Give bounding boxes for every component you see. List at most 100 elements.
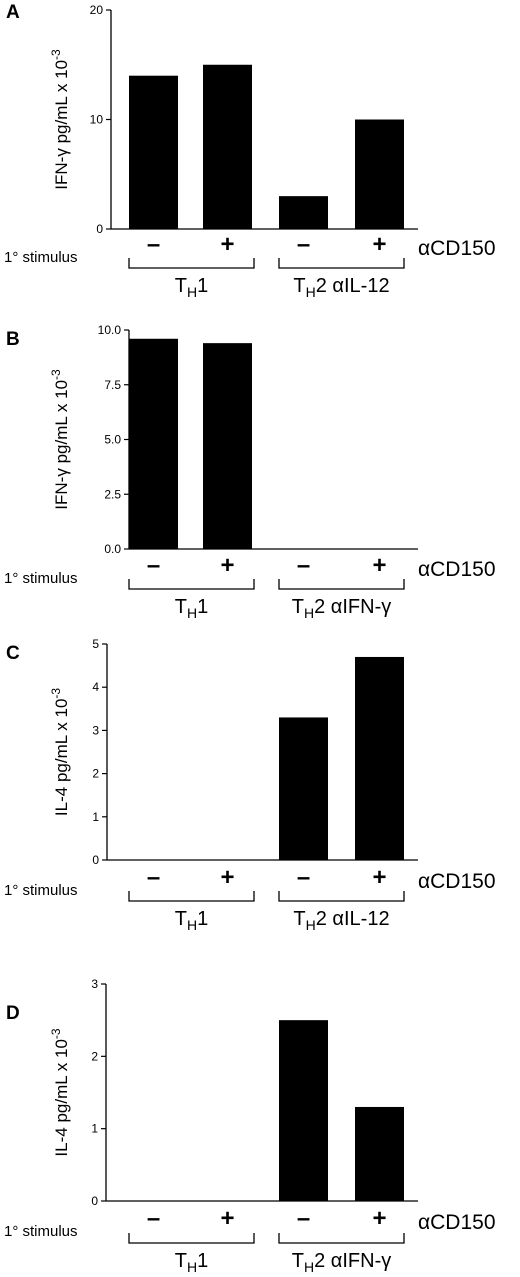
- group-bracket: [128, 579, 255, 590]
- stimulus-sign: –: [297, 552, 310, 579]
- y-tick-label: 4: [92, 680, 99, 694]
- y-tick-label: 0: [92, 853, 99, 867]
- group-label-main: T: [292, 596, 304, 618]
- panel-D: D 0 1 2 3 IL-4 pg/mL x 10-3 – + – + αCD150 1° stimu…: [4, 977, 496, 1275]
- stimulus-sign: –: [147, 1205, 160, 1232]
- group-label-rest: 1: [197, 1250, 208, 1272]
- group-bracket: [128, 258, 255, 269]
- bar: [355, 656, 404, 860]
- treatment-label: αCD150: [418, 237, 496, 260]
- group-label: TH2 αIL-12: [293, 908, 389, 933]
- stimulus-sign: +: [372, 231, 386, 258]
- stimulus-label: 1° stimulus: [4, 570, 78, 587]
- group-bracket: [278, 1233, 405, 1244]
- stimulus-sign: +: [372, 552, 386, 579]
- panel-B: B 0.0 2.5 5.0 7.5 10.0 IFN-γ pg/mL x 10-3 – + – + α…: [4, 323, 496, 621]
- stimulus-label: 1° stimulus: [4, 249, 78, 266]
- y-tick-label: 2.5: [104, 487, 121, 501]
- group-label-main: T: [175, 275, 187, 297]
- group-label-subscript: H: [306, 917, 316, 933]
- bar: [355, 1106, 404, 1201]
- group-label-rest: 1: [197, 596, 208, 618]
- group-label: TH2 αIFN-γ: [292, 1250, 391, 1275]
- y-tick-label: 0: [96, 222, 103, 236]
- group-label-subscript: H: [304, 605, 314, 621]
- y-tick-label: 3: [92, 723, 99, 737]
- group-label-rest: 2 αIL-12: [316, 908, 390, 930]
- stimulus-sign: +: [372, 864, 386, 891]
- group-label-rest: 1: [197, 275, 208, 297]
- group-label: TH1: [175, 908, 208, 933]
- group-label: TH1: [175, 1250, 208, 1275]
- group-label-main: T: [292, 1250, 304, 1272]
- stimulus-label: 1° stimulus: [4, 882, 78, 899]
- group-label-subscript: H: [304, 1259, 314, 1275]
- bar: [129, 75, 178, 229]
- group-label-subscript: H: [187, 284, 197, 300]
- y-axis-label-exponent: -3: [49, 688, 63, 699]
- stimulus-sign: –: [147, 231, 160, 258]
- panel-letter: C: [6, 643, 20, 664]
- stimulus-sign: –: [297, 864, 310, 891]
- group-bracket: [278, 891, 405, 902]
- group-label-rest: 2 αIFN-γ: [314, 1250, 391, 1272]
- bar: [279, 717, 328, 860]
- y-axis-label-exponent: -3: [49, 1028, 63, 1039]
- y-axis-label: IFN-γ pg/mL x 10-3: [49, 369, 71, 510]
- group-label-rest: 2 αIFN-γ: [314, 596, 391, 618]
- y-tick-label: 10: [90, 113, 104, 127]
- panel-letter: B: [6, 329, 20, 350]
- y-axis-label-main: IL-4 pg/mL x 10: [52, 699, 71, 817]
- y-tick-label: 0.0: [104, 542, 121, 556]
- group-label-subscript: H: [187, 1259, 197, 1275]
- panel-letter: D: [6, 1003, 20, 1024]
- group-bracket: [278, 579, 405, 590]
- y-tick-label: 2: [91, 1049, 98, 1063]
- stimulus-sign: +: [372, 1205, 386, 1232]
- panel-A: A 0 10 20 IFN-γ pg/mL x 10-3 – + – + αCD150 1° sti…: [4, 2, 496, 300]
- y-tick-label: 5.0: [104, 433, 121, 447]
- group-label-main: T: [175, 908, 187, 930]
- y-tick-label: 2: [92, 767, 99, 781]
- treatment-label: αCD150: [418, 558, 496, 581]
- y-tick-label: 0: [91, 1194, 98, 1208]
- group-label-subscript: H: [306, 284, 316, 300]
- y-tick-label: 1: [91, 1122, 98, 1136]
- y-axis-label-exponent: -3: [49, 49, 63, 60]
- bar: [203, 64, 252, 229]
- y-axis-label: IL-4 pg/mL x 10-3: [49, 1028, 71, 1156]
- stimulus-sign: –: [297, 1205, 310, 1232]
- y-tick-label: 3: [91, 977, 98, 991]
- bar: [279, 1020, 328, 1201]
- group-label-subscript: H: [187, 917, 197, 933]
- group-label: TH1: [175, 596, 208, 621]
- group-label-main: T: [293, 275, 305, 297]
- treatment-label: αCD150: [418, 870, 496, 893]
- panel-C: C 0 1 2 3 4 5 IL-4 pg/mL x 10-3 – + – + αCD150 1° sti…: [4, 637, 496, 933]
- group-label-main: T: [175, 596, 187, 618]
- stimulus-sign: –: [297, 231, 310, 258]
- y-axis-label-main: IL-4 pg/mL x 10: [52, 1039, 71, 1157]
- group-bracket: [128, 1233, 255, 1244]
- bar: [203, 343, 252, 549]
- y-tick-label: 7.5: [104, 378, 121, 392]
- stimulus-sign: +: [220, 552, 234, 579]
- group-label-rest: 2 αIL-12: [316, 275, 390, 297]
- stimulus-sign: –: [147, 552, 160, 579]
- y-tick-label: 20: [90, 3, 104, 17]
- bar: [355, 119, 404, 229]
- y-axis-label-exponent: -3: [49, 369, 63, 380]
- stimulus-sign: +: [220, 1205, 234, 1232]
- group-label-rest: 1: [197, 908, 208, 930]
- group-label-subscript: H: [187, 605, 197, 621]
- bar: [279, 196, 328, 229]
- y-tick-label: 1: [92, 810, 99, 824]
- group-label: TH2 αIFN-γ: [292, 596, 391, 621]
- stimulus-label: 1° stimulus: [4, 1223, 78, 1240]
- panel-letter: A: [6, 2, 20, 23]
- group-bracket: [128, 891, 255, 902]
- y-tick-label: 5: [92, 637, 99, 651]
- group-label-main: T: [175, 1250, 187, 1272]
- treatment-label: αCD150: [418, 1211, 496, 1234]
